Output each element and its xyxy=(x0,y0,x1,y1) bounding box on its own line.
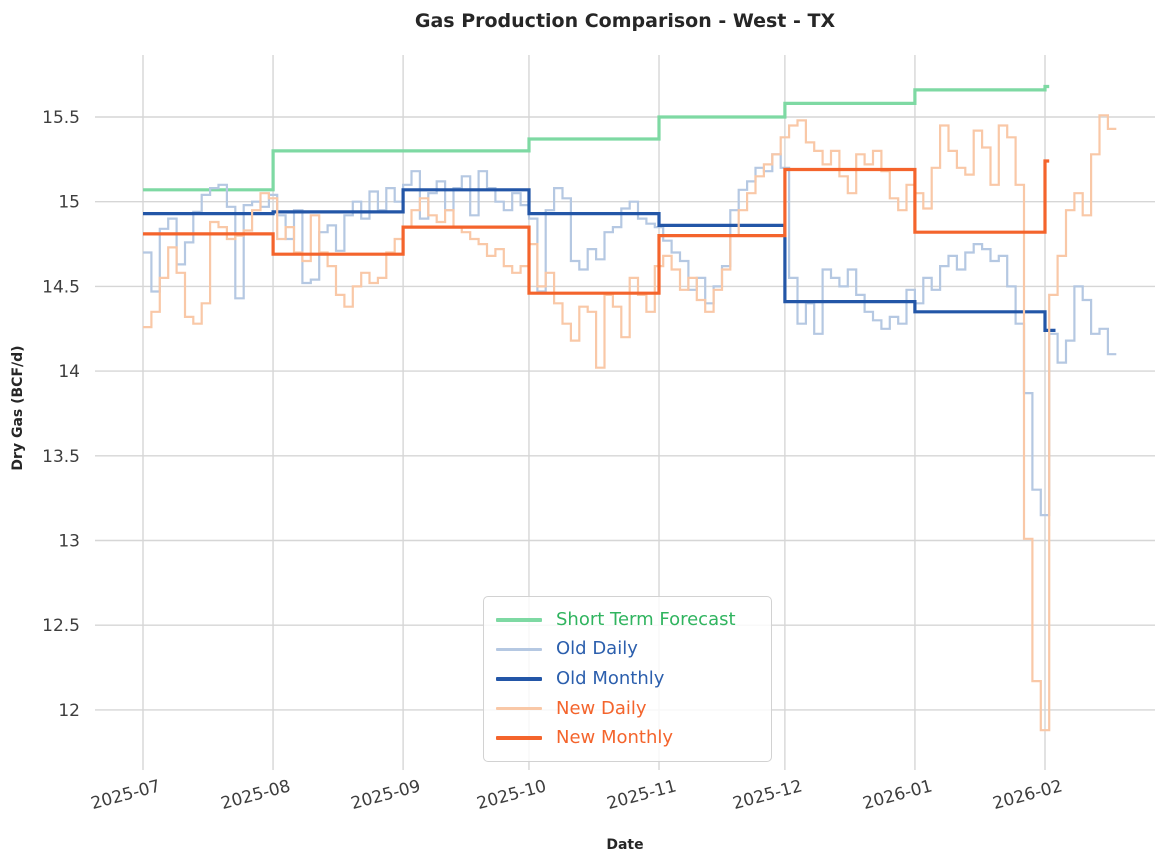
legend-swatch-old-monthly xyxy=(496,676,542,681)
legend-label: Old Monthly xyxy=(556,667,665,689)
legend-item-old-monthly: Old Monthly xyxy=(496,666,759,692)
y-tick-label: 15 xyxy=(58,193,80,213)
legend-swatch-new-monthly xyxy=(496,736,542,741)
series-line-short-term-forecast xyxy=(143,84,1050,192)
x-tick-label: 2026-02 xyxy=(991,776,1065,814)
x-tick-label: 2025-07 xyxy=(89,776,163,814)
legend-item-old-daily: Old Daily xyxy=(496,636,759,662)
x-tick-label: 2025-09 xyxy=(349,776,423,814)
legend-swatch-short-term-forecast xyxy=(496,617,542,622)
legend-item-new-daily: New Daily xyxy=(496,696,759,722)
y-tick-label: 14.5 xyxy=(42,277,80,297)
x-axis-label: Date xyxy=(606,837,643,853)
y-tick-label: 15.5 xyxy=(42,108,80,128)
legend-label: New Daily xyxy=(556,697,647,719)
y-tick-label: 12 xyxy=(58,701,80,721)
y-tick-label: 12.5 xyxy=(42,616,80,636)
legend-swatch-new-daily xyxy=(496,707,542,711)
y-tick-label: 13 xyxy=(58,532,80,552)
legend-item-short-term-forecast: Short Term Forecast xyxy=(496,607,759,633)
legend-item-new-monthly: New Monthly xyxy=(496,725,759,751)
x-tick-label: 2025-08 xyxy=(219,776,293,814)
chart-title: Gas Production Comparison - West - TX xyxy=(415,10,836,32)
legend-label: Short Term Forecast xyxy=(556,608,736,630)
y-tick-label: 14 xyxy=(58,362,80,382)
legend: Short Term Forecast Old Daily Old Monthly N… xyxy=(483,596,772,762)
series-line-new-monthly xyxy=(143,159,1050,295)
legend-label: Old Daily xyxy=(556,638,638,660)
x-tick-label: 2025-11 xyxy=(605,776,679,814)
legend-label: New Monthly xyxy=(556,727,674,749)
y-axis-label: Dry Gas (BCF/d) xyxy=(10,345,26,470)
series-line-old-daily xyxy=(143,153,1117,517)
x-tick-label: 2025-10 xyxy=(475,776,549,814)
series-line-old-monthly xyxy=(143,188,1056,332)
x-tick-label: 2025-12 xyxy=(731,776,805,814)
series-lines xyxy=(143,84,1117,732)
y-tick-label: 13.5 xyxy=(42,447,80,467)
legend-swatch-old-daily xyxy=(496,647,542,651)
x-tick-label: 2026-01 xyxy=(861,776,935,814)
series-line-new-daily xyxy=(143,114,1117,732)
